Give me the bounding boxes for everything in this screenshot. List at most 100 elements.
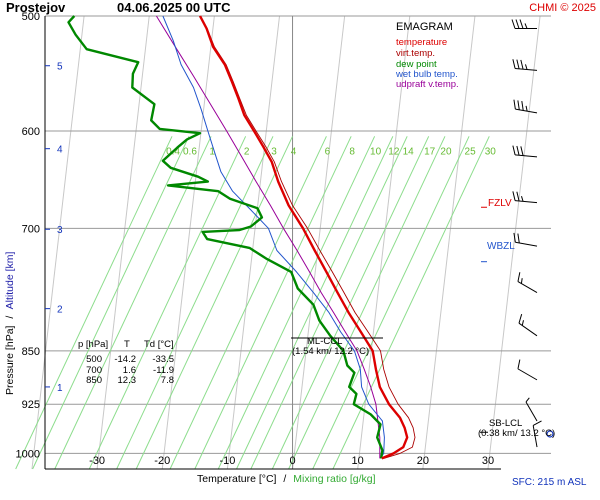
- wind-barb-shaft: [518, 322, 538, 337]
- legend-title: EMAGRAM: [396, 21, 453, 33]
- grid: [31, 15, 551, 470]
- temperature-tick-label: -10: [219, 455, 235, 467]
- mixing-ratio-label: 2: [244, 147, 250, 158]
- wind-barb-shaft: [517, 281, 538, 293]
- surface-elevation: SFC: 215 m ASL: [512, 477, 587, 488]
- legend-temperature: temperature: [396, 37, 447, 48]
- table-header-td: Td [°C]: [144, 339, 174, 350]
- mixing-ratio-label: 8: [349, 147, 355, 158]
- table-header-p: p [hPa]: [78, 339, 108, 350]
- wind-barb-feather: [525, 64, 528, 70]
- wind-barb: [513, 232, 538, 247]
- table-row-t: 12.3: [118, 375, 137, 386]
- series-dew-point: [67, 15, 384, 459]
- mixing-ratio-line: [194, 136, 352, 470]
- mixing-ratio-line: [15, 136, 173, 470]
- wind-barb-shaft: [517, 368, 538, 381]
- ml-ccl-label: ML-CCL: [307, 336, 342, 347]
- altitude-axis-label: Altitude [km]: [4, 252, 16, 310]
- table-row-td: 7.8: [161, 375, 174, 386]
- series-wet-bulb-temp: [162, 15, 385, 459]
- table-row-p: 700: [86, 365, 102, 376]
- table-row-p: 500: [86, 354, 102, 365]
- mixing-ratio-line: [332, 136, 490, 470]
- wind-barb-feather: [519, 19, 524, 29]
- wind-barb-feather: [512, 191, 516, 201]
- wind-barb: [532, 420, 542, 448]
- legend-wet-bulb: wet bulb temp.: [395, 69, 458, 80]
- temperature-tick-label: 0: [289, 455, 295, 467]
- altitude-tick-label: 3: [57, 225, 63, 236]
- table-header-t: T: [124, 339, 130, 350]
- wind-barb: [525, 397, 538, 422]
- sb-lcl-label: SB-LCL: [489, 418, 522, 429]
- reference-diagonal: [161, 15, 215, 470]
- mixing-ratio-line: [288, 136, 446, 470]
- legend-updraft: udpraft v.temp.: [396, 79, 459, 90]
- reference-diagonal: [487, 15, 541, 470]
- pressure-tick-label: 500: [22, 11, 40, 23]
- pressure-tick-label: 700: [22, 223, 40, 235]
- mixing-ratio-label: 20: [440, 147, 452, 158]
- wind-barb-feather: [511, 19, 516, 29]
- mixing-ratio-label: 25: [465, 147, 477, 158]
- pressure-tick-label: 850: [22, 346, 40, 358]
- table-row-td: -11.9: [153, 365, 174, 376]
- mixing-ratio-label: 6: [325, 147, 331, 158]
- mixing-ratio-label: 14: [403, 147, 415, 158]
- sb-lcl-value: (0.38 km/ 13.2 °C): [478, 428, 555, 439]
- mixing-ratio-lines: 0.4 0.6 1 2 3 4 6 8 10 12 14 17 20 25 30: [15, 136, 497, 470]
- mixing-ratio-line: [250, 136, 408, 470]
- station-title: Prostejov: [6, 0, 66, 15]
- wind-barb-shaft: [515, 241, 538, 247]
- table-row-td: -33.5: [152, 354, 174, 365]
- wind-barb-feather: [525, 105, 528, 112]
- mixing-ratio-axis-label: Mixing ratio [g/kg]: [293, 473, 375, 485]
- wind-barb-feather: [525, 397, 530, 403]
- wind-barb-shaft: [515, 108, 538, 114]
- temperature-tick-label: -30: [89, 455, 105, 467]
- mixing-ratio-label: 0.6: [183, 147, 197, 158]
- mixing-ratio-label: 1: [209, 147, 215, 158]
- wind-barb-feather: [513, 232, 516, 243]
- series-lines: [67, 15, 416, 460]
- pressure-tick-label: 925: [22, 399, 40, 411]
- series-virt-temp: [200, 15, 416, 459]
- pressure-axis-label: Pressure [hPa]: [4, 325, 16, 395]
- wind-barb-feather: [516, 191, 520, 202]
- temperature-axis-label: Temperature [°C]: [197, 473, 277, 485]
- altitude-tick-label: 1: [57, 383, 63, 394]
- mixing-ratio-label: 4: [291, 147, 297, 158]
- copyright-text: CHMI © 2025: [529, 2, 596, 14]
- wind-barb: [513, 99, 538, 114]
- wind-barb: [512, 145, 538, 158]
- wind-barbs: [511, 19, 554, 448]
- wind-barb: [512, 59, 538, 71]
- mixing-ratio-line: [271, 136, 430, 470]
- svg-text:Pressure [hPa] / A: Pressure [hPa] / Altitude [km]: [4, 252, 16, 395]
- fzlv-label: FZLV: [488, 198, 512, 209]
- x-axis-title: Temperature [°C] / Mixing ratio [g/kg]: [197, 473, 376, 485]
- ml-ccl-value: (1.54 km/ 12.2 °C): [292, 346, 369, 357]
- mixing-ratio-label: 10: [370, 147, 382, 158]
- mixing-ratio-line: [116, 136, 274, 470]
- wind-barb-feather: [520, 146, 524, 156]
- table-row-t: -14.2: [114, 354, 136, 365]
- mixing-ratio-label: 17: [424, 147, 436, 158]
- series-udpraft-v-temp: [155, 15, 381, 459]
- temperature-tick-label: -20: [154, 455, 170, 467]
- wind-barb: [512, 191, 538, 204]
- mixing-ratio-label: 30: [485, 147, 497, 158]
- wind-barb-shaft: [525, 401, 538, 422]
- wind-barb-feather: [520, 278, 523, 284]
- surface-wind-marker: [546, 430, 554, 438]
- table-row-t: 1.6: [123, 365, 136, 376]
- wind-barb-feather: [517, 233, 520, 244]
- wind-barb-feather: [517, 359, 521, 369]
- temperature-tick-label: 10: [352, 455, 364, 467]
- mixing-ratio-line: [32, 136, 190, 470]
- table-row-p: 850: [86, 375, 102, 386]
- altitude-tick-label: 4: [57, 145, 63, 156]
